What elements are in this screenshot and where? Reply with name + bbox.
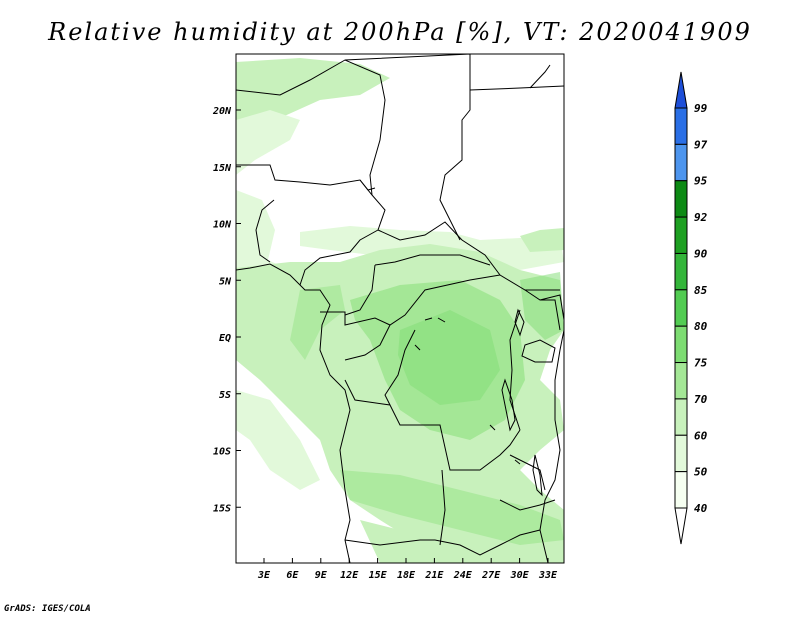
lon-label: 18E <box>397 570 416 581</box>
colorbar-label: 97 <box>694 138 708 151</box>
lat-label: 15S <box>213 503 231 514</box>
lat-label: 20N <box>212 106 232 117</box>
colorbar-segment <box>674 398 688 436</box>
coastline-west <box>236 263 351 563</box>
humidity-patch-core <box>350 280 525 440</box>
coastline-east <box>539 329 564 563</box>
colorbar-segment <box>674 362 688 400</box>
colorbar: 99 97 95 92 90 85 80 75 70 60 50 40 <box>674 71 708 545</box>
colorbar-label: 60 <box>694 429 708 442</box>
lake-malawi <box>532 454 543 497</box>
colorbar-segment <box>674 471 688 509</box>
humidity-patch-band-south2 <box>360 520 540 563</box>
colorbar-segment <box>674 434 688 473</box>
colorbar-label: 99 <box>694 102 708 115</box>
colorbar-segment <box>674 325 688 364</box>
lon-label: 12E <box>340 570 359 581</box>
lat-label: EQ <box>219 333 231 344</box>
colorbar-segment <box>674 180 688 218</box>
humidity-patch-west <box>236 190 300 270</box>
colorbar-segment <box>674 143 688 182</box>
lon-label: 24E <box>453 570 473 581</box>
map-frame <box>235 53 565 564</box>
lon-label: 27E <box>481 570 501 581</box>
humidity-field <box>236 58 564 563</box>
humidity-patch-southwest <box>236 390 320 490</box>
colorbar-label: 50 <box>694 466 708 479</box>
humidity-patch-core-inner <box>398 310 500 405</box>
colorbar-label: 90 <box>694 247 708 260</box>
colorbar-segment <box>674 289 688 327</box>
colorbar-bottom-arrow <box>674 507 688 545</box>
colorbar-label: 80 <box>694 320 708 333</box>
colorbar-label: 95 <box>694 175 708 188</box>
humidity-patch-band-south <box>340 470 564 545</box>
credit-label: GrADS: IGES/COLA <box>4 604 91 614</box>
lat-label: 15N <box>213 163 232 174</box>
lat-label: 10S <box>213 447 231 458</box>
colorbar-label: 70 <box>694 393 708 406</box>
colorbar-label: 40 <box>694 502 708 515</box>
lat-label: 5S <box>219 390 231 401</box>
lon-label: 9E <box>315 570 328 581</box>
colorbar-segment <box>674 107 688 145</box>
colorbar-segment <box>674 216 688 254</box>
lon-label: 6E <box>286 570 299 581</box>
page-title: Relative humidity at 200hPa [%], VT: 202… <box>48 18 752 46</box>
country-borders <box>236 54 564 563</box>
lon-label: 30E <box>510 570 530 581</box>
colorbar-segment <box>674 252 688 291</box>
lat-label: 5N <box>219 276 232 287</box>
lon-label: 33E <box>538 570 558 581</box>
lon-label: 3E <box>257 570 271 581</box>
colorbar-label: 85 <box>694 284 708 297</box>
lon-label: 15E <box>369 570 388 581</box>
colorbar-label: 75 <box>694 357 708 370</box>
humidity-patch-east <box>520 272 564 340</box>
humidity-patch-northeast <box>520 228 564 252</box>
lon-label: 21E <box>424 570 444 581</box>
humidity-patch-north-light <box>236 110 300 175</box>
humidity-patch-north <box>236 58 390 170</box>
lake-albert <box>514 308 525 337</box>
latitude-axis: 20N 15N 10N 5N EQ 5S 10S 15S <box>212 106 241 514</box>
longitude-axis: 3E 6E 9E 12E 15E 18E 21E 24E 27E 30E 33E <box>257 558 558 581</box>
colorbar-label: 92 <box>694 211 708 224</box>
humidity-patch-congo <box>290 285 345 360</box>
lake-victoria <box>521 339 556 363</box>
lat-label: 10N <box>213 220 232 231</box>
lake-tanganyika <box>501 378 516 432</box>
colorbar-top-arrow <box>674 71 688 109</box>
